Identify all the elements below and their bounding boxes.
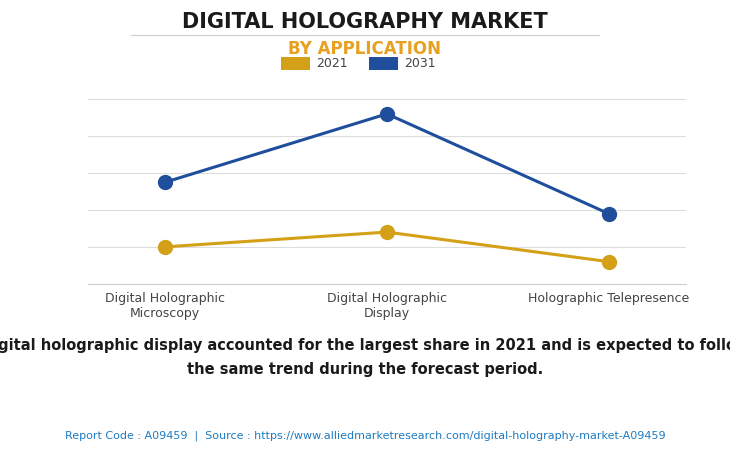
Text: 2031: 2031	[404, 57, 435, 70]
Text: BY APPLICATION: BY APPLICATION	[288, 40, 442, 58]
Text: Report Code : A09459  |  Source : https://www.alliedmarketresearch.com/digital-h: Report Code : A09459 | Source : https://…	[65, 430, 665, 441]
Text: 2021: 2021	[316, 57, 347, 70]
Text: Digital holographic display accounted for the largest share in 2021 and is expec: Digital holographic display accounted fo…	[0, 338, 730, 377]
Text: DIGITAL HOLOGRAPHY MARKET: DIGITAL HOLOGRAPHY MARKET	[182, 12, 548, 32]
